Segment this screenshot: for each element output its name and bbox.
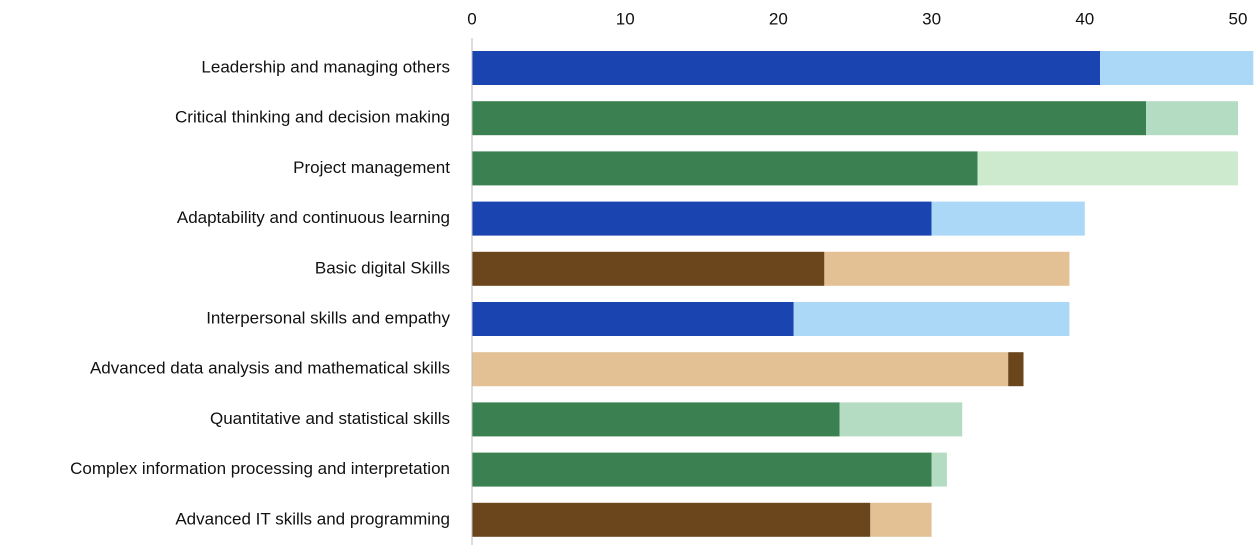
y-tick-label: Basic digital Skills: [315, 258, 450, 277]
bar-segment: [472, 201, 932, 236]
y-tick-label: Project management: [293, 158, 450, 177]
bar-segment: [472, 251, 825, 286]
x-tick-label: 20: [769, 9, 788, 28]
y-tick-label: Quantitative and statistical skills: [210, 409, 450, 428]
x-tick-label: 50: [1229, 9, 1248, 28]
y-tick-label: Leadership and managing others: [201, 57, 450, 76]
bar-segment: [472, 502, 871, 537]
bar-segment: [931, 452, 947, 487]
x-tick-label: 40: [1075, 9, 1094, 28]
bar-segment: [472, 151, 978, 186]
bar-segment: [1146, 101, 1238, 136]
bar-segment: [472, 101, 1147, 136]
bar-segment: [824, 251, 1070, 286]
bar-segment: [977, 151, 1238, 186]
bar-segment: [472, 452, 932, 487]
bar-segment: [472, 51, 1101, 85]
y-tick-label: Adaptability and continuous learning: [177, 208, 450, 227]
y-tick-label: Advanced IT skills and programming: [175, 509, 450, 528]
y-tick-label: Critical thinking and decision making: [175, 108, 450, 127]
y-tick-label: Interpersonal skills and empathy: [206, 308, 450, 327]
bar-segment: [472, 352, 1009, 387]
bar-segment: [1008, 352, 1024, 387]
bar-segment: [793, 302, 1070, 336]
x-tick-label: 0: [467, 9, 476, 28]
x-tick-label: 30: [922, 9, 941, 28]
bar-segment: [839, 402, 963, 437]
x-tick-label: 10: [616, 9, 635, 28]
bar-segment: [472, 402, 840, 437]
bar-segment: [472, 302, 794, 336]
bar-segment: [931, 201, 1085, 236]
bar-segment: [870, 502, 932, 537]
bar-segment: [1100, 51, 1254, 85]
y-tick-label: Advanced data analysis and mathematical …: [90, 359, 450, 378]
y-tick-label: Complex information processing and inter…: [70, 459, 450, 478]
